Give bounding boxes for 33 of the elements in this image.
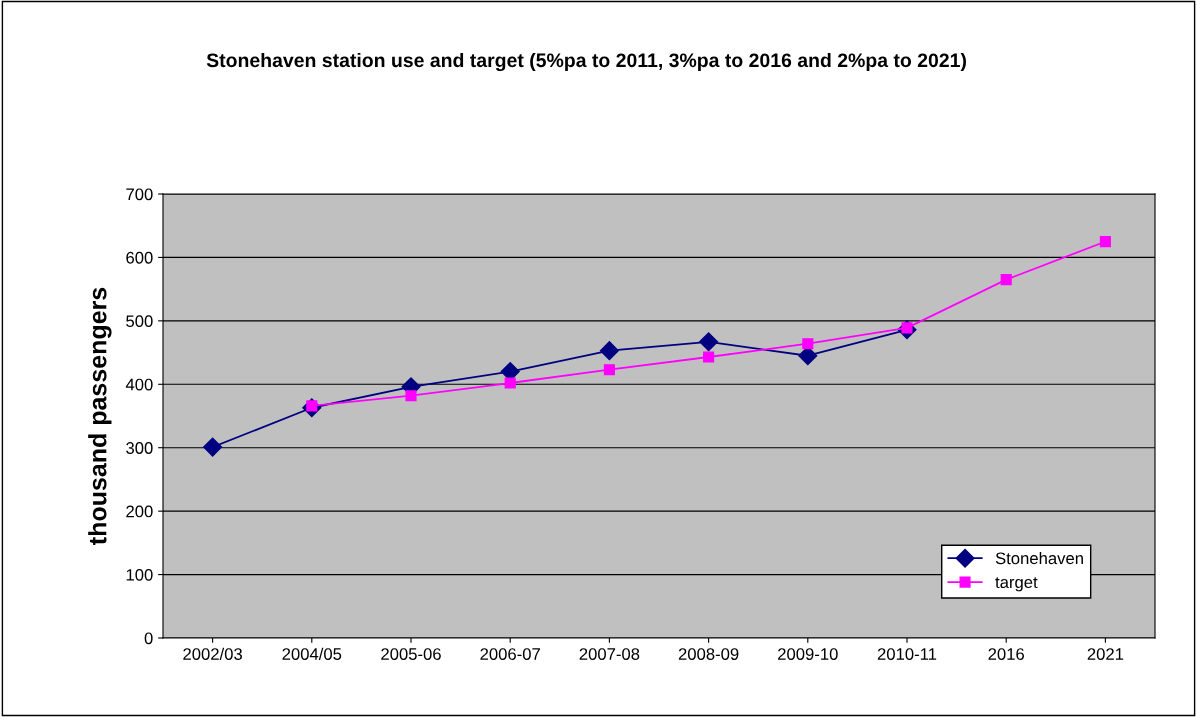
x-tick-label: 2007-08 — [579, 648, 640, 660]
y-tick-label: 600 — [126, 251, 153, 264]
y-tick-label: 700 — [126, 188, 153, 201]
chart-title: Stonehaven station use and target (5%pa to 2011, 3%pa to 2016 and 2%pa to 2021) — [206, 52, 966, 72]
x-tick-label: 2006-07 — [480, 648, 540, 660]
x-tick-label: 2021 — [1087, 648, 1124, 660]
point — [1000, 274, 1012, 286]
point — [603, 364, 615, 376]
x-tick-label: 2010-11 — [877, 648, 937, 660]
point — [802, 338, 814, 350]
point — [1099, 236, 1111, 248]
point — [203, 437, 223, 457]
point — [504, 377, 516, 389]
y-axis-title: thousand passengers — [88, 287, 112, 545]
point — [405, 390, 417, 402]
x-tick-label: 2016 — [988, 648, 1025, 660]
y-tick-label: 100 — [126, 568, 153, 581]
point — [599, 341, 619, 361]
x-tick-label: 2002/03 — [183, 647, 242, 660]
y-tick-label: 0 — [144, 632, 153, 645]
y-tick-label: 200 — [126, 505, 153, 518]
x-tick-label: 2005-06 — [381, 648, 441, 660]
point — [798, 346, 818, 366]
x-tick-label: 2009-10 — [778, 648, 838, 660]
legend-label: Stonehaven — [995, 551, 1083, 565]
y-tick-label: 500 — [126, 315, 153, 328]
x-tick-label: 2004/05 — [282, 647, 342, 660]
legend-label: target — [995, 577, 1038, 592]
y-tick-label: 300 — [126, 442, 153, 454]
x-tick-label: 2008-09 — [678, 648, 739, 660]
point — [699, 332, 719, 352]
y-tick-label: 400 — [125, 378, 153, 391]
point — [703, 351, 715, 363]
